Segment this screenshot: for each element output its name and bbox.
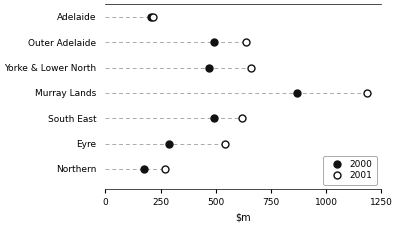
- X-axis label: $m: $m: [235, 213, 251, 223]
- Legend: 2000, 2001: 2000, 2001: [323, 156, 377, 185]
